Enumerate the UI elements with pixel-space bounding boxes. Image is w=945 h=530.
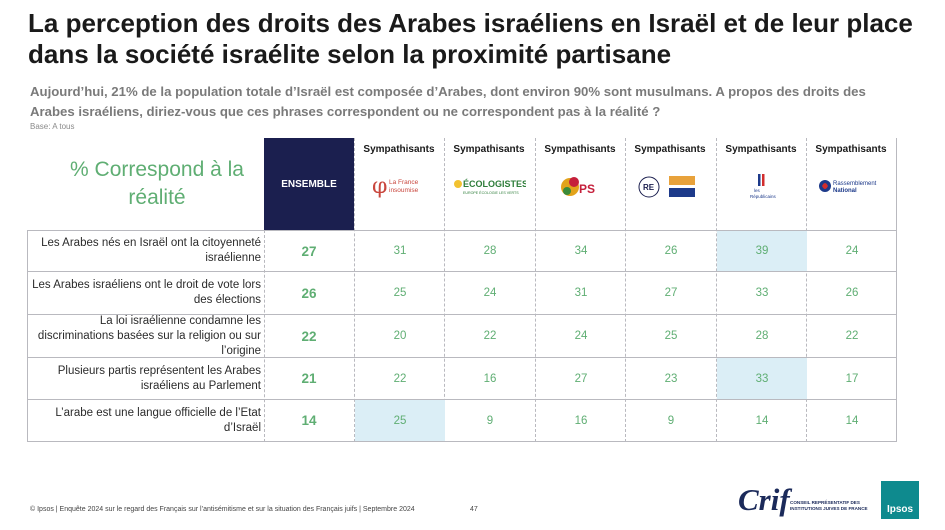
party-header-label: Sympathisants [453,144,525,155]
row-label-citoyennete: Les Arabes nés en Israël ont la citoyenn… [41,237,261,264]
table-cell: 22 [483,330,497,342]
party-header-eelv: Sympathisants ÉCOLOGISTES EUROPE ÉCOLOGI… [444,138,534,230]
table-cell: 20 [393,330,407,342]
table-cell: 9 [667,414,675,427]
table-cell-highlighted: 33 [717,358,807,399]
table-cell: 22 [393,372,407,385]
table-cell: 22 [845,330,859,342]
table-cell: 27 [574,372,588,385]
ensemble-value: 26 [301,285,317,301]
corner-label: % Correspond à la réalité [70,158,244,209]
table-cell-highlighted: 39 [717,231,807,271]
row-label-langue-officielle: L’arabe est une langue officielle de l’E… [55,406,261,434]
crif-logo: Crif [738,482,790,517]
svg-text:Rassemblement: Rassemblement [833,181,877,187]
party-header-ps: Sympathisants PS [535,138,625,230]
party-header-label: Sympathisants [363,144,435,155]
table-cell: 27 [664,287,678,299]
footer-source: © Ipsos | Enquête 2024 sur le regard des… [30,506,415,513]
row-label-droit-de-vote: Les Arabes israéliens ont le droit de vo… [32,279,261,306]
ipsos-logo: Ipsos [881,481,919,519]
table-cell: 23 [664,372,678,385]
table-cell: 24 [483,287,497,299]
results-table: % Correspond à la réalité ENSEMBLE Sympa… [27,138,897,442]
table-cell: 9 [486,414,494,427]
svg-text:PS: PS [579,182,595,196]
rn-logo: Rassemblement National [814,166,888,206]
svg-text:les: les [754,188,761,193]
table-cell: 16 [483,372,497,385]
party-header-label: Sympathisants [815,144,887,155]
ensemble-value: 22 [301,328,317,344]
renaissance-modem-horizons-logo: RE [633,166,707,206]
page-title: La perception des droits des Arabes isra… [28,8,913,69]
party-header-ensemble-majorite: Sympathisants RE [625,138,715,230]
crif-tagline: CONSEIL REPRÉSENTATIF DES INSTITUTIONS J… [790,500,868,511]
party-header-lfi: Sympathisants φ La France insoumise [354,138,444,230]
party-header-label: Sympathisants [634,144,706,155]
svg-text:ÉCOLOGISTES: ÉCOLOGISTES [463,179,526,189]
table-cell: 14 [845,414,859,427]
party-header-label: Sympathisants [544,144,616,155]
svg-text:Républicains: Républicains [750,194,777,199]
table-cell: 26 [664,245,678,257]
ps-logo: PS [543,166,617,206]
table-cell: 25 [664,330,678,342]
lfi-logo: φ La France insoumise [362,166,436,206]
ensemble-value: 21 [301,371,317,386]
table-cell: 34 [574,245,588,257]
party-header-label: Sympathisants [725,144,797,155]
party-header-rn: Sympathisants Rassemblement National [806,138,896,230]
table-cell: 33 [755,287,769,299]
table-cell: 26 [845,287,859,299]
table-cell: 28 [483,245,497,257]
row-label-partis-parlement: Plusieurs partis représentent les Arabes… [57,364,261,392]
svg-text:EUROPE ÉCOLOGIE LES VERTS: EUROPE ÉCOLOGIE LES VERTS [463,190,519,195]
party-header-lr: Sympathisants les Républicains [716,138,806,230]
svg-text:National: National [833,188,857,194]
svg-text:insoumise: insoumise [389,187,419,194]
table-cell: 24 [574,330,588,342]
svg-text:φ: φ [372,174,387,199]
ensemble-header: ENSEMBLE [264,138,354,230]
svg-text:RE: RE [643,183,655,192]
base-note: Base: A tous [30,122,75,131]
table-cell: 24 [845,245,859,257]
ensemble-value: 27 [301,243,317,259]
svg-text:La France: La France [389,179,419,186]
page-number: 47 [470,506,478,513]
table-cell: 17 [845,372,859,385]
question-text: Aujourd’hui, 21% de la population totale… [30,84,866,119]
table-cell: 31 [574,287,588,299]
table-cell-highlighted: 25 [355,400,445,441]
ensemble-value: 14 [301,413,317,428]
table-cell: 28 [755,330,769,342]
table-cell: 31 [393,245,407,257]
row-label-discriminations: La loi israélienne condamne les discrimi… [37,314,261,357]
lr-logo: les Républicains [724,166,798,206]
eelv-logo: ÉCOLOGISTES EUROPE ÉCOLOGIE LES VERTS [452,166,526,206]
table-cell: 16 [574,414,588,427]
table-cell: 14 [755,414,769,427]
table-cell: 25 [393,287,407,299]
